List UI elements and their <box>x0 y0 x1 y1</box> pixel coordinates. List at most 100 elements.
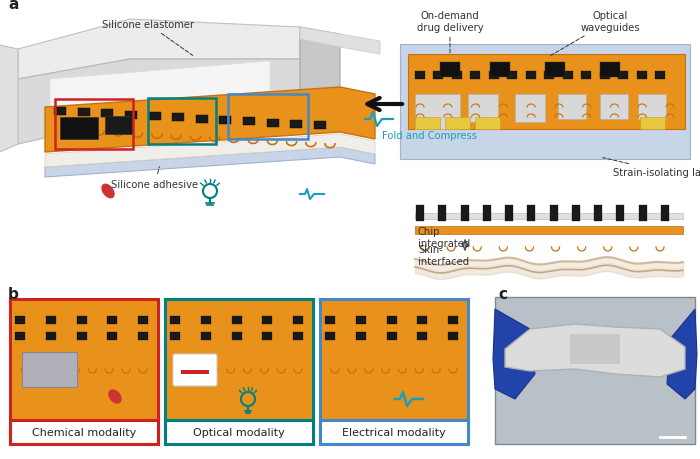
Bar <box>201 332 211 340</box>
Bar <box>433 72 444 80</box>
Bar <box>148 113 160 121</box>
Bar <box>415 118 440 130</box>
Bar <box>448 332 458 340</box>
Text: Fold and Compress: Fold and Compress <box>382 131 477 141</box>
Text: Optical modality: Optical modality <box>193 427 285 437</box>
Polygon shape <box>408 55 685 130</box>
Bar <box>417 332 427 340</box>
Text: c: c <box>498 286 507 302</box>
Text: Chip
integrated: Chip integrated <box>418 227 470 248</box>
Bar <box>452 72 462 80</box>
Bar <box>138 316 148 325</box>
Bar <box>78 109 90 117</box>
Polygon shape <box>45 134 375 168</box>
Bar <box>105 117 133 134</box>
Bar <box>527 206 536 222</box>
Bar <box>10 299 158 444</box>
Bar <box>461 206 468 222</box>
Bar <box>638 206 647 222</box>
Text: On-demand
drug delivery: On-demand drug delivery <box>416 11 483 55</box>
Polygon shape <box>45 88 375 153</box>
Bar <box>55 100 133 150</box>
Bar <box>475 118 500 130</box>
Bar <box>655 72 665 80</box>
Bar <box>600 95 628 120</box>
Bar <box>148 99 216 145</box>
Bar <box>290 121 302 129</box>
Bar <box>448 316 458 325</box>
Bar <box>356 332 365 340</box>
Bar <box>46 332 56 340</box>
Bar <box>495 297 695 444</box>
Bar <box>417 316 427 325</box>
Bar <box>468 95 498 123</box>
Bar <box>356 316 365 325</box>
Bar <box>228 95 308 140</box>
Bar <box>594 206 602 222</box>
Bar <box>640 118 665 130</box>
Text: Skin-
interfaced: Skin- interfaced <box>418 245 469 266</box>
Bar <box>107 332 118 340</box>
Bar <box>600 63 620 78</box>
Text: Electrical modality: Electrical modality <box>342 427 446 437</box>
Bar <box>416 206 424 222</box>
Polygon shape <box>45 148 375 178</box>
Polygon shape <box>50 62 270 128</box>
Bar <box>558 95 586 120</box>
Bar <box>386 316 396 325</box>
Polygon shape <box>102 185 114 198</box>
Bar <box>661 206 669 222</box>
Polygon shape <box>300 28 380 55</box>
Bar <box>320 420 468 444</box>
Bar <box>102 110 113 118</box>
Bar <box>107 316 118 325</box>
Polygon shape <box>109 390 121 403</box>
Bar <box>170 332 180 340</box>
Bar <box>386 332 396 340</box>
Bar <box>15 316 25 325</box>
Bar <box>201 316 211 325</box>
Text: Silicone adhesive: Silicone adhesive <box>111 168 199 190</box>
Bar <box>293 332 303 340</box>
Bar <box>262 332 272 340</box>
Polygon shape <box>493 309 535 399</box>
Polygon shape <box>18 20 300 80</box>
Bar <box>515 95 545 123</box>
Polygon shape <box>18 60 300 145</box>
Text: Silicone elastomer: Silicone elastomer <box>102 20 194 56</box>
Bar <box>526 72 536 80</box>
Bar <box>638 95 666 120</box>
Polygon shape <box>0 45 18 155</box>
Bar <box>15 332 25 340</box>
Bar <box>181 370 209 374</box>
Bar <box>76 332 87 340</box>
Bar <box>60 118 98 140</box>
Bar <box>320 299 468 444</box>
Bar <box>581 72 592 80</box>
Bar <box>267 119 279 127</box>
Text: b: b <box>8 286 19 302</box>
Text: Chemical modality: Chemical modality <box>32 427 136 437</box>
Bar <box>196 115 208 123</box>
Bar <box>489 72 499 80</box>
Bar <box>572 206 580 222</box>
Bar <box>220 117 232 125</box>
Bar <box>490 63 510 78</box>
Bar <box>10 420 158 444</box>
Polygon shape <box>400 45 690 160</box>
Bar <box>600 72 610 80</box>
Bar <box>170 316 180 325</box>
Bar <box>415 95 460 130</box>
Bar <box>483 206 491 222</box>
Text: a: a <box>8 0 18 12</box>
Bar <box>544 72 554 80</box>
Bar <box>262 316 272 325</box>
Bar <box>325 316 335 325</box>
Bar <box>415 226 683 235</box>
Bar <box>165 299 313 444</box>
Bar <box>508 72 517 80</box>
Bar <box>138 332 148 340</box>
Bar <box>22 352 77 387</box>
Polygon shape <box>300 28 340 120</box>
Bar <box>172 114 184 122</box>
